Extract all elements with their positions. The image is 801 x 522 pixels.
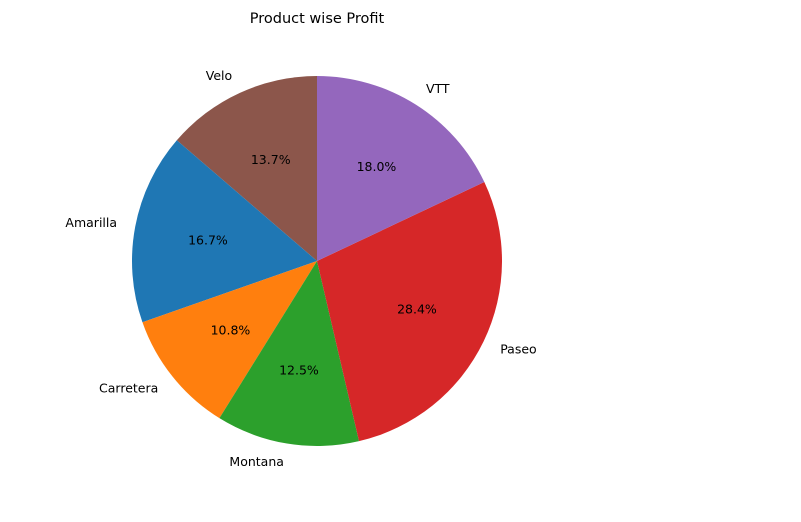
slice-pct-paseo: 28.4%: [397, 301, 437, 316]
pie-slice-carretera: [142, 261, 317, 419]
pie-slice-vtt: [317, 75, 485, 261]
slice-label-vtt: VTT: [426, 81, 450, 96]
slice-label-velo: Velo: [206, 68, 232, 83]
pie-slice-paseo: [317, 182, 503, 442]
pie-slice-amarilla: [132, 140, 317, 323]
slice-label-paseo: Paseo: [500, 342, 537, 357]
slice-label-carretera: Carretera: [99, 380, 158, 395]
chart-title: Product wise Profit: [250, 11, 385, 27]
pie-labels: Velo 13.7% Amarilla 16.7% Carretera 10.8% Mont…: [65, 68, 536, 469]
pie-slice-montana: [219, 261, 360, 446]
slice-pct-carretera: 10.8%: [211, 322, 251, 337]
pie-slice-velo: [176, 76, 317, 261]
slice-pct-montana: 12.5%: [279, 363, 319, 378]
slice-pct-velo: 13.7%: [251, 152, 291, 167]
slice-pct-amarilla: 16.7%: [188, 232, 228, 247]
slice-label-amarilla: Amarilla: [65, 215, 117, 230]
slice-pct-vtt: 18.0%: [357, 159, 397, 174]
slice-label-montana: Montana: [229, 454, 284, 469]
pie-slices: [132, 75, 503, 446]
